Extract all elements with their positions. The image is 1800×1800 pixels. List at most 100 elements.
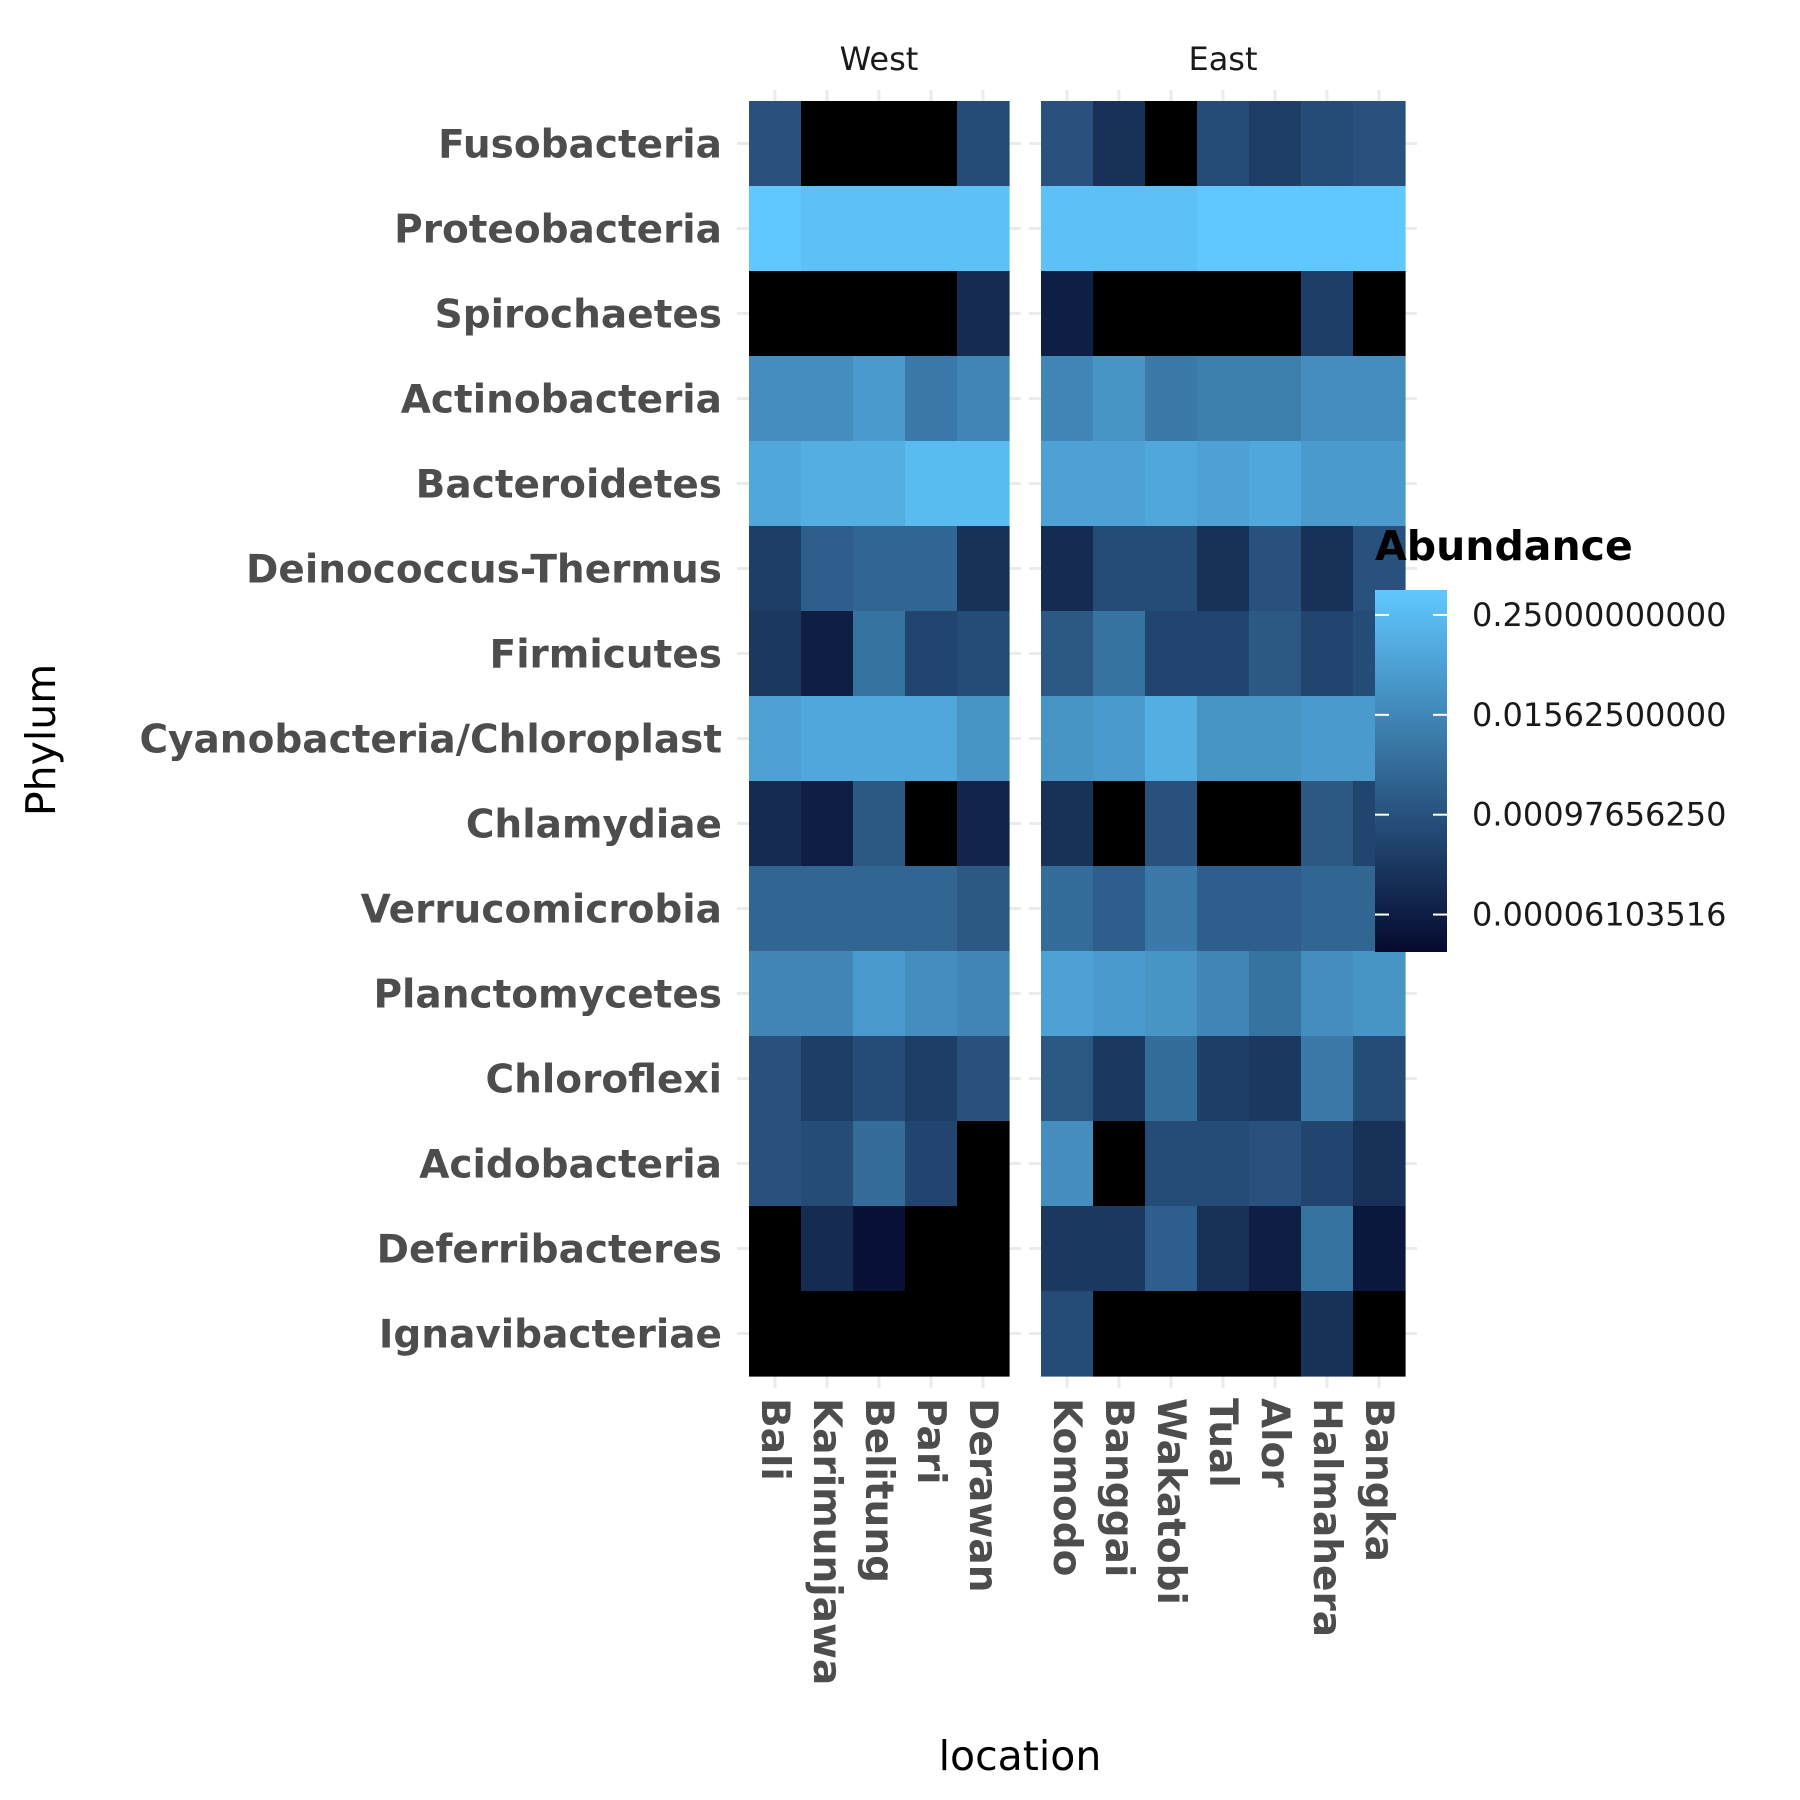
heatmap-cell (1145, 526, 1198, 612)
heatmap-cells (749, 101, 1406, 1377)
heatmap-cell (1041, 611, 1094, 697)
heatmap-cell (1197, 781, 1250, 867)
x-tick-label: Bangka (1356, 1398, 1401, 1562)
heatmap-cell (1301, 1291, 1354, 1377)
y-tick-label: Proteobacteria (394, 208, 722, 253)
heatmap-cell (1093, 356, 1146, 442)
heatmap-cell (801, 951, 854, 1037)
heatmap-cell (1041, 441, 1094, 527)
heatmap-cell (1249, 1291, 1302, 1377)
y-tick-label: Acidobacteria (419, 1143, 722, 1188)
heatmap-cell (1197, 356, 1250, 442)
heatmap-cell (1041, 696, 1094, 782)
heatmap-cell (1249, 101, 1302, 187)
legend-tick-label: 0.00097656250 (1472, 796, 1726, 834)
heatmap-cell (853, 696, 906, 782)
heatmap-cell (1041, 1206, 1094, 1292)
heatmap-cell (1093, 526, 1146, 612)
heatmap-cell (957, 441, 1010, 527)
heatmap-cell (1249, 271, 1302, 357)
heatmap-cell (1197, 951, 1250, 1037)
y-tick-label: Deinococcus-Thermus (246, 548, 722, 593)
heatmap-cell (749, 696, 802, 782)
y-tick-label: Deferribacteres (377, 1228, 722, 1273)
heatmap-cell (1249, 1206, 1302, 1292)
heatmap-cell (1301, 951, 1354, 1037)
heatmap-cell (1093, 1036, 1146, 1122)
heatmap-cell (853, 866, 906, 952)
y-axis-title: Phylum (17, 664, 65, 816)
heatmap-cell (905, 526, 958, 612)
heatmap-cell (1093, 101, 1146, 187)
y-tick-label: Bacteroidetes (416, 463, 722, 508)
facet-strip-label: West (840, 40, 919, 78)
heatmap-cell (853, 1121, 906, 1207)
heatmap-cell (905, 186, 958, 272)
heatmap-cell (1301, 1036, 1354, 1122)
x-tick-label: Belitung (856, 1398, 901, 1583)
heatmap-cell (749, 1206, 802, 1292)
y-tick-label: Spirochaetes (435, 293, 722, 338)
heatmap-cell (1249, 611, 1302, 697)
heatmap-cell (1353, 186, 1406, 272)
heatmap-cell (1301, 1121, 1354, 1207)
heatmap-cell (1301, 441, 1354, 527)
heatmap-cell (853, 1206, 906, 1292)
heatmap-cell (801, 526, 854, 612)
heatmap-cell (1301, 526, 1354, 612)
heatmap-cell (957, 186, 1010, 272)
heatmap-cell (957, 101, 1010, 187)
legend-colorbar (1375, 590, 1447, 952)
heatmap-cell (1093, 611, 1146, 697)
heatmap-cell (1197, 866, 1250, 952)
heatmap-cell (1197, 1036, 1250, 1122)
heatmap-cell (853, 356, 906, 442)
heatmap-cell (749, 441, 802, 527)
heatmap-cell (905, 951, 958, 1037)
legend-tick-label: 0.00006103516 (1472, 896, 1726, 934)
heatmap-cell (1093, 1206, 1146, 1292)
heatmap-cell (1301, 271, 1354, 357)
heatmap-cell (905, 271, 958, 357)
heatmap-cell (749, 1291, 802, 1377)
heatmap-cell (1041, 101, 1094, 187)
heatmap-cell (905, 696, 958, 782)
heatmap-cell (801, 781, 854, 867)
heatmap-cell (853, 1036, 906, 1122)
heatmap-cell (1301, 101, 1354, 187)
heatmap-cell (1301, 866, 1354, 952)
y-tick-label: Chlamydiae (466, 803, 722, 848)
legend-ticks: 0.25000000000 0.01562500000 0.00097656250 0… (1375, 596, 1726, 934)
heatmap-cell (1093, 441, 1146, 527)
heatmap-cell (957, 1291, 1010, 1377)
heatmap-cell (905, 1036, 958, 1122)
heatmap-cell (1301, 356, 1354, 442)
heatmap-cell (749, 101, 802, 187)
heatmap-cell (905, 866, 958, 952)
heatmap-cell (957, 781, 1010, 867)
heatmap-cell (1197, 611, 1250, 697)
heatmap-cell (1353, 101, 1406, 187)
heatmap-cell (801, 1206, 854, 1292)
heatmap-cell (749, 356, 802, 442)
heatmap-cell (1353, 1121, 1406, 1207)
heatmap-cell (905, 441, 958, 527)
y-tick-label: Verrucomicrobia (361, 888, 722, 933)
x-tick-label: Halmahera (1304, 1398, 1349, 1637)
heatmap-cell (853, 951, 906, 1037)
heatmap-cell (905, 101, 958, 187)
heatmap-cell (1093, 271, 1146, 357)
heatmap-cell (1041, 1121, 1094, 1207)
x-tick-label: Wakatobi (1148, 1398, 1193, 1605)
y-tick-label: Cyanobacteria/Chloroplast (139, 718, 722, 763)
heatmap-cell (1249, 696, 1302, 782)
y-tick-label: Firmicutes (490, 633, 722, 678)
y-tick-label: Fusobacteria (438, 123, 722, 168)
facet-strips: West East (840, 40, 1258, 78)
heatmap-cell (749, 1036, 802, 1122)
heatmap-cell (1353, 1291, 1406, 1377)
heatmap-cell (1041, 1036, 1094, 1122)
heatmap-cell (1041, 271, 1094, 357)
heatmap-cell (1353, 1036, 1406, 1122)
heatmap-cell (801, 441, 854, 527)
